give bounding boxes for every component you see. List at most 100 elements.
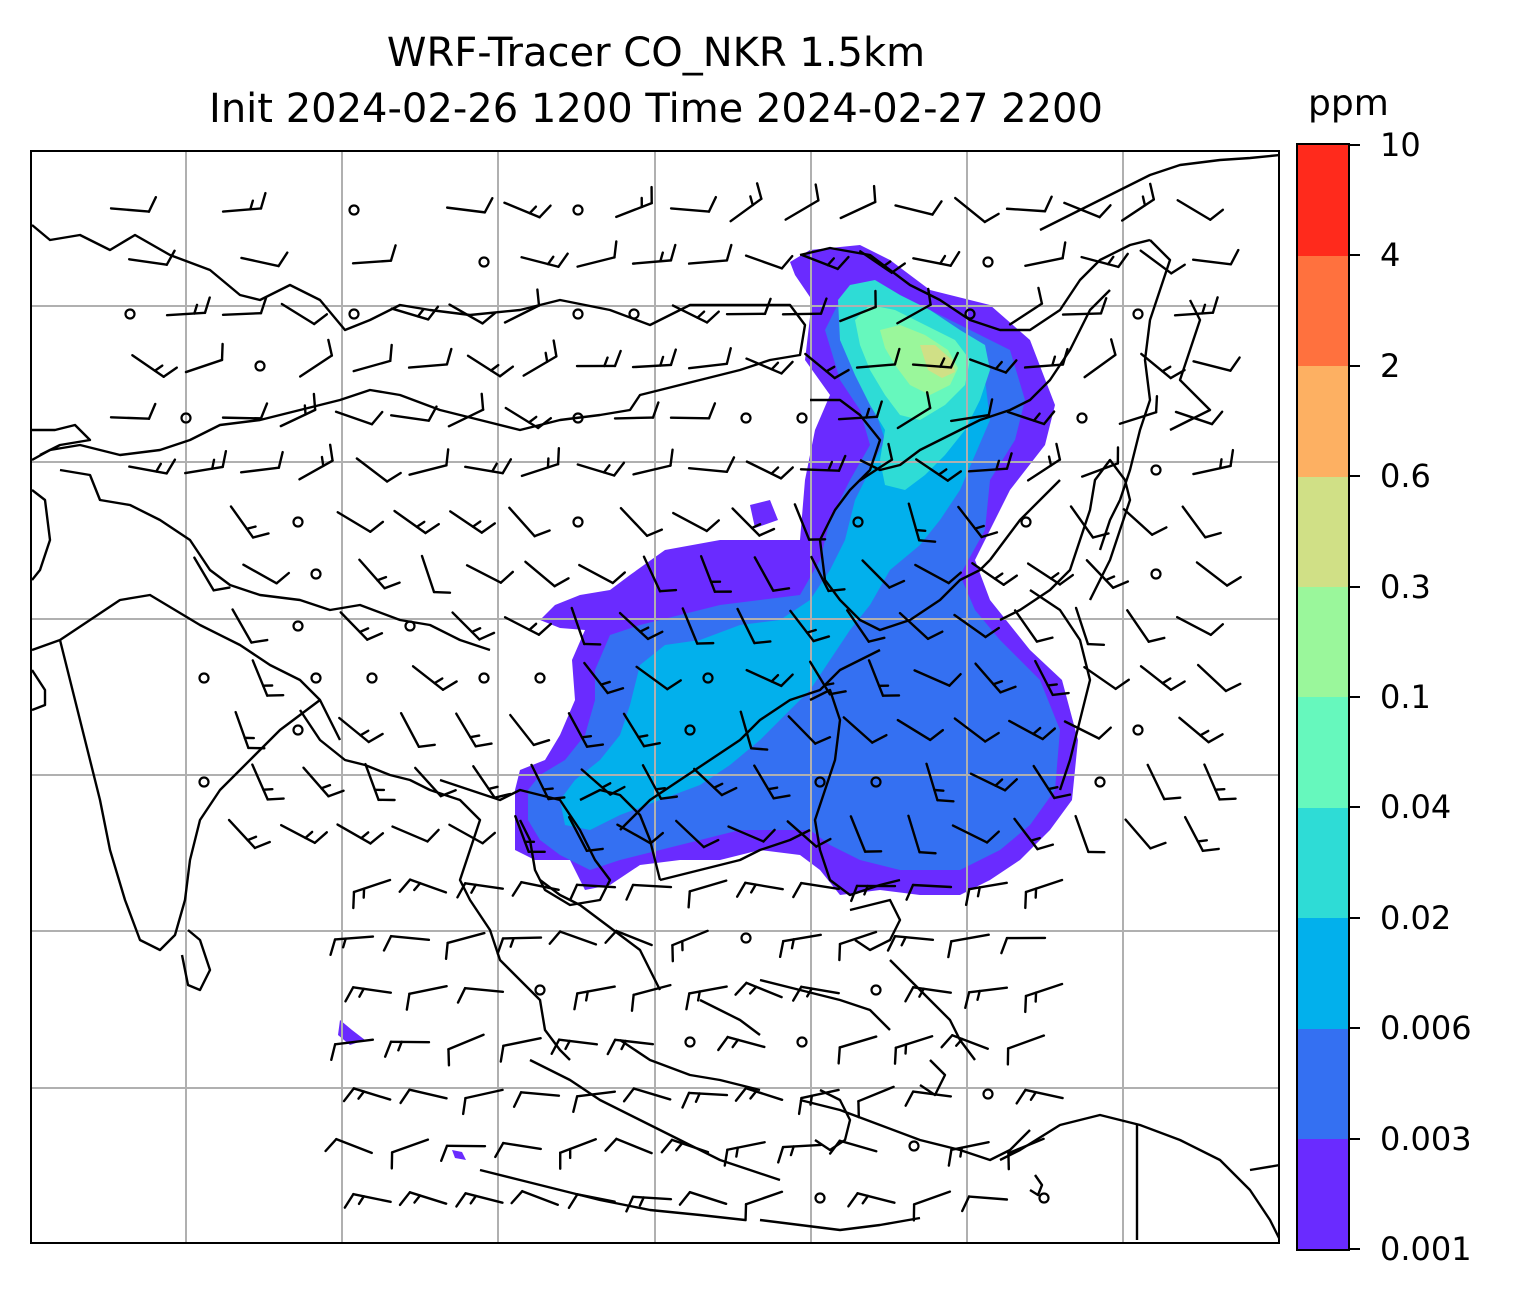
wind-barb-staff bbox=[615, 201, 653, 219]
wind-barb-staff bbox=[503, 201, 541, 219]
wind-barb-flag bbox=[501, 458, 513, 475]
concentration-contour bbox=[880, 325, 958, 395]
wind-barb-staff bbox=[1005, 207, 1047, 213]
calm-wind-circle bbox=[684, 724, 696, 736]
wind-barb-flag bbox=[925, 391, 932, 410]
wind-barb-flag bbox=[557, 252, 569, 268]
wind-barb-staff bbox=[1118, 411, 1158, 425]
coastline-segment bbox=[1098, 239, 1172, 551]
wind-barb-staff bbox=[688, 985, 728, 995]
wind-barb-flag bbox=[642, 741, 661, 748]
wind-barb-flag bbox=[556, 446, 561, 466]
wind-barb-flag bbox=[750, 883, 757, 894]
wind-barb-flag bbox=[1150, 526, 1168, 536]
wind-barb-flag bbox=[687, 890, 691, 909]
wind-barb-flag bbox=[1204, 531, 1222, 539]
calm-wind-circle bbox=[740, 412, 752, 424]
calm-wind-circle bbox=[254, 360, 266, 372]
wind-barb-flag bbox=[678, 1190, 692, 1206]
wind-barb-flag bbox=[303, 404, 307, 416]
wind-barb-staff bbox=[671, 929, 709, 947]
map-canvas bbox=[32, 152, 1278, 1242]
wind-barb-flag bbox=[927, 287, 932, 306]
wind-barb-staff bbox=[1181, 505, 1207, 539]
wind-barb-flag bbox=[651, 401, 660, 419]
wind-barb-flag bbox=[659, 251, 664, 263]
wind-barb-flag bbox=[1111, 580, 1130, 589]
wind-barb-staff bbox=[894, 1035, 934, 1049]
wind-barb-staff bbox=[842, 716, 874, 744]
wind-barb-flag bbox=[1163, 796, 1182, 801]
wind-barb-flag bbox=[976, 886, 981, 898]
wind-barb-staff bbox=[333, 1038, 375, 1046]
wind-barb-flag bbox=[861, 1194, 870, 1205]
wind-barb-flag bbox=[1002, 574, 1019, 586]
coastline-segment bbox=[529, 1058, 781, 1182]
wind-barb-flag bbox=[750, 523, 762, 530]
wind-barb-staff bbox=[1178, 716, 1210, 744]
wind-barb-flag bbox=[212, 586, 231, 592]
graticule bbox=[32, 152, 1278, 1242]
wind-barb-staff bbox=[128, 465, 168, 475]
wind-barb-flag bbox=[823, 682, 835, 687]
calm-wind-circle bbox=[572, 308, 584, 320]
wind-barb-flag bbox=[837, 1046, 841, 1065]
wind-barb-flag bbox=[483, 197, 494, 214]
wind-barb-flag bbox=[980, 531, 999, 539]
calm-wind-circle bbox=[534, 672, 546, 684]
coastline-segment bbox=[32, 224, 807, 462]
wind-barb-flag bbox=[343, 1192, 355, 1209]
calm-wind-circle bbox=[348, 204, 360, 216]
wind-barb-flag bbox=[1099, 297, 1108, 315]
concentration-contour bbox=[452, 1150, 466, 1160]
wind-barb-flag bbox=[630, 993, 635, 1012]
wind-barb-flag bbox=[806, 987, 813, 998]
wind-barb-flag bbox=[1041, 727, 1057, 741]
wind-barb-staff bbox=[744, 881, 784, 891]
wind-barb-staff bbox=[915, 458, 949, 482]
wind-barb-flag bbox=[1015, 1088, 1027, 1105]
calm-wind-circle bbox=[1132, 308, 1144, 320]
coastline-segment bbox=[619, 648, 881, 831]
coastline-segment bbox=[759, 1216, 921, 1232]
wind-barb-flag bbox=[1061, 241, 1067, 260]
wind-barb-staff bbox=[567, 815, 589, 853]
wind-barb-flag bbox=[528, 205, 538, 215]
wind-barb-flag bbox=[369, 832, 385, 845]
wind-barb-flag bbox=[447, 1048, 451, 1067]
calm-wind-circle bbox=[964, 308, 976, 320]
wind-barb-flag bbox=[470, 883, 477, 894]
wind-barb-flag bbox=[329, 938, 337, 957]
wind-barb-staff bbox=[1008, 302, 1044, 326]
wind-barb-flag bbox=[512, 1091, 523, 1108]
wind-barb-staff bbox=[856, 1192, 896, 1204]
wind-barb-flag bbox=[660, 1138, 674, 1154]
wind-barb-flag bbox=[1106, 255, 1115, 266]
coastline-segment bbox=[759, 978, 891, 1031]
wind-barb-flag bbox=[147, 402, 157, 420]
wind-barb-staff bbox=[896, 406, 932, 430]
wind-barb-staff bbox=[855, 363, 897, 369]
wind-barb-staff bbox=[911, 1090, 953, 1098]
wind-barb-flag bbox=[780, 254, 794, 270]
wind-barb-staff bbox=[501, 936, 543, 940]
wind-barb-flag bbox=[1201, 303, 1207, 315]
wind-barb-staff bbox=[519, 1091, 561, 1097]
calm-wind-circle bbox=[198, 776, 210, 788]
wind-barb-flag bbox=[949, 250, 961, 267]
calm-wind-circle bbox=[1094, 776, 1106, 788]
wind-barb-flag bbox=[357, 1195, 366, 1206]
wind-barb-staff bbox=[616, 823, 652, 845]
wind-barb-flag bbox=[638, 626, 650, 633]
wind-barb-flag bbox=[1169, 368, 1186, 380]
wind-barb-flag bbox=[359, 729, 370, 737]
wind-barb-flag bbox=[1086, 642, 1106, 646]
wind-barb-flag bbox=[567, 1193, 579, 1210]
wind-barb-staff bbox=[744, 254, 784, 270]
wind-barb-flag bbox=[904, 1043, 908, 1055]
colorbar-tick-label: 0.02 bbox=[1380, 898, 1452, 937]
wind-barb-staff bbox=[109, 416, 151, 420]
wind-barb-flag bbox=[165, 249, 176, 266]
colorbar-segment bbox=[1298, 476, 1348, 588]
wind-barb-flag bbox=[881, 260, 892, 268]
